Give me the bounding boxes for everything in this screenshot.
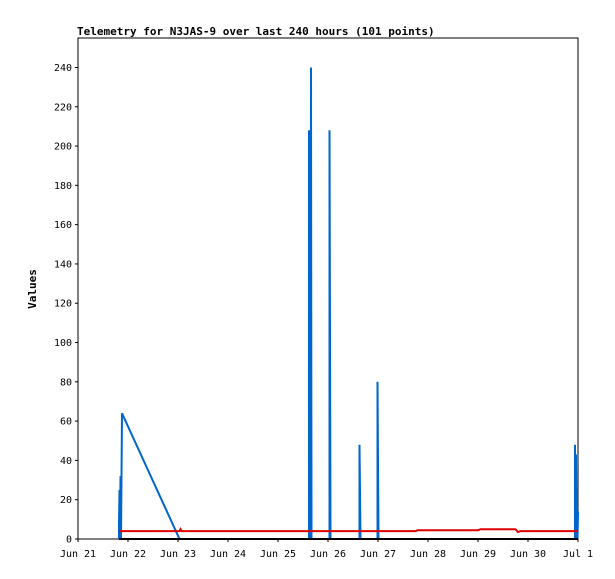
x-tick-label: Jun 25 <box>260 549 296 560</box>
y-tick-label: 100 <box>54 338 72 349</box>
y-tick-label: 140 <box>54 259 72 270</box>
y-tick-label: 20 <box>60 495 72 506</box>
series-line-1 <box>118 67 579 540</box>
x-tick-label: Jun 29 <box>460 549 496 560</box>
series-line-2 <box>119 527 578 534</box>
y-tick-label: 200 <box>54 142 72 153</box>
plot-frame <box>77 37 579 540</box>
chart-title: Telemetry for N3JAS-9 over last 240 hour… <box>77 25 435 38</box>
x-tick-label: Jun 27 <box>360 549 396 560</box>
y-tick-label: 60 <box>60 417 72 428</box>
x-tick-label: Jul 1 <box>563 549 593 560</box>
x-axis: Jun 21 Jun 22 Jun 23 Jun 24 Jun 25 Jun 26 Jun … <box>60 539 593 560</box>
y-tick-label: 180 <box>54 181 72 192</box>
y-tick-label: 240 <box>54 63 72 74</box>
x-tick-label: Jun 24 <box>210 549 246 560</box>
x-tick-label: Jun 21 <box>60 549 96 560</box>
y-axis-label: Values <box>26 269 39 309</box>
x-tick-label: Jun 22 <box>110 549 146 560</box>
y-tick-label: 80 <box>60 377 72 388</box>
x-tick-label: Jun 26 <box>310 549 346 560</box>
y-tick-label: 0 <box>66 535 72 546</box>
x-tick-label: Jun 23 <box>160 549 196 560</box>
x-tick-label: Jun 30 <box>510 549 546 560</box>
y-tick-label: 160 <box>54 220 72 231</box>
y-tick-label: 40 <box>60 456 72 467</box>
y-axis: 0 20 40 60 80 100 120 140 160 180 200 220 240 <box>54 63 78 546</box>
y-tick-label: 220 <box>54 102 72 113</box>
x-tick-label: Jun 28 <box>410 549 446 560</box>
y-tick-label: 120 <box>54 299 72 310</box>
series-layer <box>118 67 579 540</box>
